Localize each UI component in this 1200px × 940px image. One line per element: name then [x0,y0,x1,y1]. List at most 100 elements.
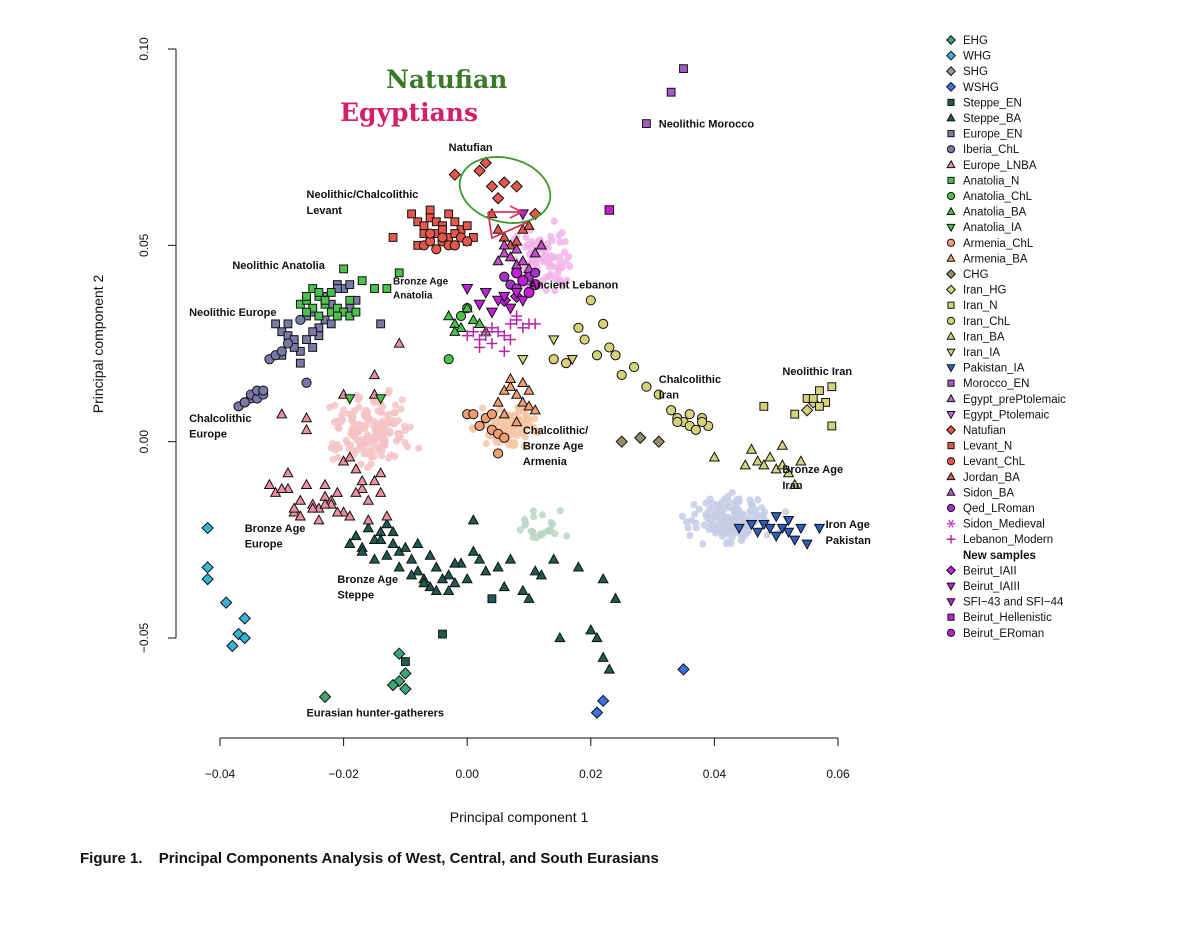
data-point [300,412,313,423]
data-point [418,576,430,588]
reference-sample-point [734,513,742,521]
region-annotation: Anatolia [393,290,433,301]
reference-sample-point [331,446,339,454]
data-point [461,330,473,342]
data-point [790,409,800,419]
data-point [282,338,294,349]
data-point [782,527,795,539]
legend-marker [946,487,956,496]
data-point [504,380,517,391]
series-beirut-hellenistic [604,205,615,215]
region-annotation: Neolithic Morocco [659,119,755,131]
data-point [529,565,541,576]
data-point [455,321,467,332]
reference-sample-point [373,421,381,429]
legend-entry-label: Armenia_BA [963,253,1028,265]
legend-marker [946,503,956,513]
series-beirut-iaiii [473,287,529,319]
reference-sample-point [763,531,771,539]
data-point [331,486,344,497]
data-point [510,180,523,193]
data-point [282,466,294,478]
data-point [610,350,621,361]
reference-sample-point [782,508,790,516]
data-point [412,537,424,548]
data-point [201,521,214,535]
data-point [381,549,393,560]
overlay-egyptians-label: Egyptians [340,98,478,127]
data-point [393,337,405,348]
x-tick-label: −0.02 [328,767,359,781]
legend-entry-label: Lebanon_Modern [963,534,1053,546]
data-point [529,318,541,330]
data-point [782,516,795,527]
data-point [492,396,504,407]
reference-sample-point [554,269,562,277]
data-point [795,523,807,535]
data-point [362,521,374,533]
region-annotation: Europe [189,429,227,441]
data-point [314,311,324,321]
reference-sample-point [504,425,512,433]
legend-entry-label: WHG [963,51,991,63]
data-point [597,573,609,584]
y-tick-label: 0.00 [137,430,151,454]
data-point [751,527,764,539]
data-point [529,279,541,291]
reference-sample-point [691,510,699,518]
data-point [652,435,666,448]
data-point [548,354,559,365]
legend-marker [946,457,956,466]
series-levant-chl [418,228,473,255]
reference-sample-point [391,401,400,409]
series-anatolia-ia [344,394,387,405]
data-point [468,409,479,420]
data-point [258,385,269,396]
data-point [492,223,504,234]
data-point [498,408,510,419]
reference-sample-point [531,415,539,423]
data-point [480,565,492,576]
reference-sample-point [682,518,691,526]
reference-sample-point [533,534,541,542]
legend-marker [945,66,957,77]
data-point [486,207,498,219]
reference-sample-point [391,452,399,460]
cloud-europe [326,386,423,472]
reference-sample-point [364,408,372,416]
data-point [504,553,517,564]
reference-sample-point [734,496,743,504]
data-point [529,404,541,415]
legend-marker [946,331,956,340]
data-point [300,478,313,490]
data-point [641,381,652,392]
legend-marker [946,519,956,528]
data-point [572,561,585,572]
data-point [596,694,610,708]
legend-marker [945,424,957,436]
reference-sample-point [357,460,365,468]
data-point [462,221,472,231]
data-point [350,486,362,497]
data-point [442,309,455,321]
reference-sample-point [530,513,538,521]
reference-sample-point [379,402,387,410]
data-point [499,432,510,443]
reference-sample-point [521,433,529,441]
data-point [516,295,529,307]
legend-subheader: New samples [963,550,1036,562]
data-point [271,319,281,329]
region-annotation: Armenia [523,456,568,468]
data-point [344,394,356,405]
series-steppe-ba [344,514,622,674]
data-point [492,254,504,266]
legend-entry-label: Egypt_Ptolemaic [963,409,1050,421]
data-point [425,205,435,215]
data-point [399,667,412,680]
reference-sample-point [367,460,375,468]
legend-entry-label: Europe_LNBA [963,160,1037,172]
data-point [392,647,406,660]
series-chg [615,431,666,448]
reference-sample-point [525,415,534,423]
data-point [597,651,609,662]
